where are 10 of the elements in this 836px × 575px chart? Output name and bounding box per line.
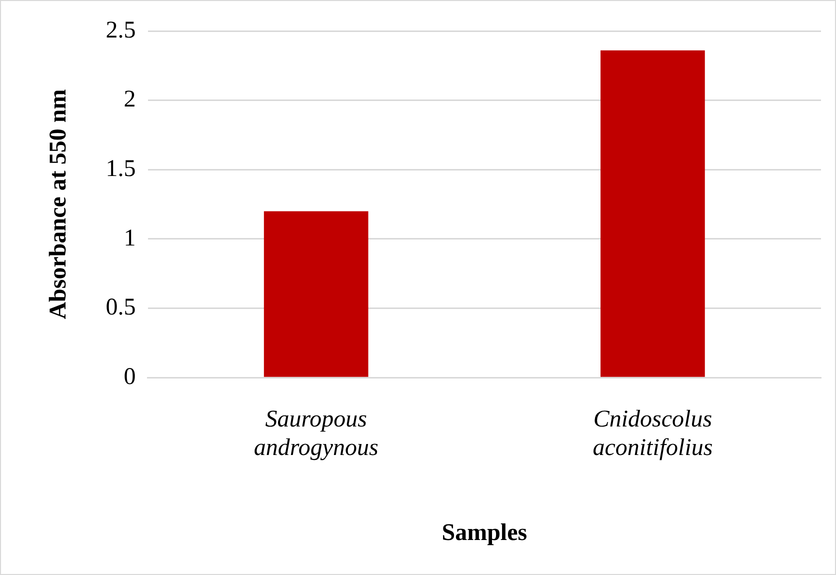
y-tick-label: 0 [124, 364, 136, 390]
x-tick-label: Sauropous androgynous [254, 406, 378, 462]
y-tick-label: 1 [124, 225, 136, 252]
y-tick-label: 0.5 [106, 294, 136, 321]
y-tick-label: 2.5 [106, 17, 136, 44]
y-tick-label: 2 [124, 86, 136, 113]
y-tick-label: 1.5 [106, 156, 136, 182]
x-tick-label: Cnidoscolus aconitifolius [592, 406, 713, 462]
y-axis-title: Absorbance at 550 nm [46, 89, 72, 320]
x-axis-title: Samples [442, 520, 528, 546]
